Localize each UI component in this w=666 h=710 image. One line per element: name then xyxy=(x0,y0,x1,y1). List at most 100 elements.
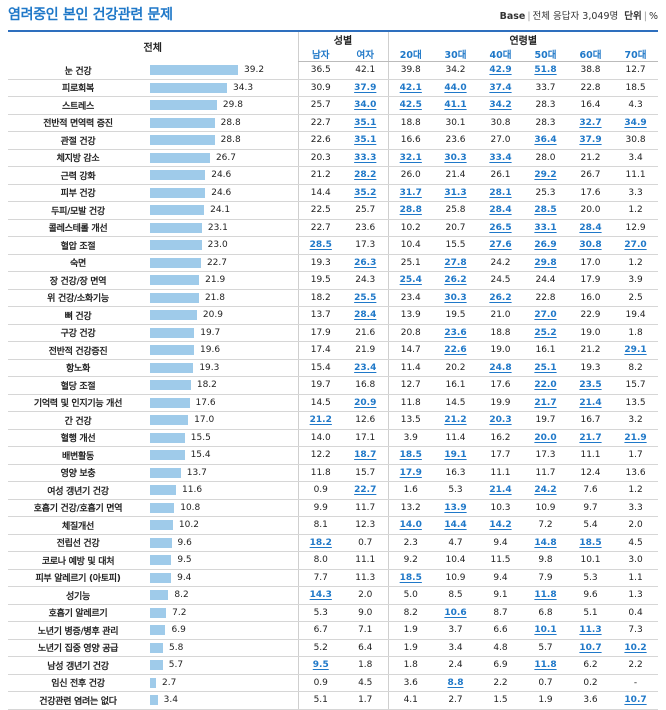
row-label: 체질개선 xyxy=(8,516,148,535)
cell-value: 14.7 xyxy=(400,345,421,356)
cell-value: 18.5 xyxy=(625,82,646,93)
cell-value: 10.2 xyxy=(400,222,421,233)
value-cell: 14.0 xyxy=(297,429,343,447)
value-cell: 10.2 xyxy=(387,219,433,237)
value-cell: 3.4 xyxy=(613,149,659,167)
value-cell: 22.5 xyxy=(297,201,343,220)
total-value: 28.8 xyxy=(220,135,241,146)
total-bar-cell: 17.6 xyxy=(148,394,298,412)
cell-value: 51.8 xyxy=(534,65,557,76)
total-value: 13.7 xyxy=(186,467,207,478)
total-bar xyxy=(150,502,175,513)
cell-value: 4.3 xyxy=(628,100,643,111)
cell-value: 19.5 xyxy=(310,275,331,286)
value-cell: 17.6 xyxy=(478,376,523,395)
cell-value: 16.4 xyxy=(580,100,601,111)
total-bar xyxy=(150,170,206,181)
value-cell: 0.7 xyxy=(523,674,568,692)
value-cell: 6.9 xyxy=(478,656,523,675)
cell-value: 2.0 xyxy=(628,520,643,531)
cell-value: 1.2 xyxy=(628,205,643,216)
value-cell: 17.9 xyxy=(297,324,343,342)
cell-value: 17.1 xyxy=(355,432,376,443)
value-cell: 10.2 xyxy=(613,639,659,657)
value-cell: 21.9 xyxy=(613,429,659,447)
row-label: 혈당 조절 xyxy=(8,376,148,395)
cell-value: 13.9 xyxy=(400,310,421,321)
cell-value: 5.3 xyxy=(313,607,328,618)
value-cell: 11.8 xyxy=(523,656,568,675)
table-row: 두피/모발 건강 24.1 22.5 25.7 28.8 25.8 28.4 28.5 20.0… xyxy=(8,201,659,220)
value-cell: 33.7 xyxy=(523,79,568,97)
cell-value: 39.8 xyxy=(400,65,421,76)
value-cell: 16.2 xyxy=(478,429,523,447)
value-cell: 25.1 xyxy=(387,254,433,272)
cell-value: 8.2 xyxy=(628,362,643,373)
total-bar xyxy=(150,275,200,286)
cell-value: 5.1 xyxy=(313,695,328,706)
value-cell: 3.2 xyxy=(613,411,659,430)
value-cell: 36.5 xyxy=(297,61,343,80)
cell-value: 11.3 xyxy=(579,625,602,636)
cell-value: 18.8 xyxy=(490,327,511,338)
total-bar-cell: 19.7 xyxy=(148,324,298,342)
value-cell: 8.2 xyxy=(387,604,433,622)
value-cell: 19.5 xyxy=(433,306,478,325)
cell-value: 35.1 xyxy=(354,117,377,128)
value-cell: 28.4 xyxy=(343,306,388,325)
value-cell: 26.2 xyxy=(478,289,523,307)
cell-value: 32.1 xyxy=(399,152,422,163)
cell-value: 11.4 xyxy=(400,362,421,373)
value-cell: 17.0 xyxy=(568,254,613,272)
cell-value: 3.3 xyxy=(628,187,643,198)
row-label: 뼈 건강 xyxy=(8,306,148,325)
value-cell: 28.3 xyxy=(523,114,568,132)
value-cell: 34.9 xyxy=(613,114,659,132)
value-cell: 9.4 xyxy=(478,534,523,552)
cell-value: 16.8 xyxy=(355,380,376,391)
row-label: 혈압 조절 xyxy=(8,236,148,255)
value-cell: 23.5 xyxy=(568,376,613,395)
cell-value: 30.3 xyxy=(444,152,467,163)
cell-value: 14.5 xyxy=(445,397,466,408)
value-cell: 25.5 xyxy=(343,289,388,307)
header-col: 20대 xyxy=(387,47,433,62)
row-label: 건강관련 염려는 없다 xyxy=(8,691,148,710)
value-cell: 21.2 xyxy=(297,411,343,430)
cell-value: 38.8 xyxy=(580,65,601,76)
cell-value: 29.8 xyxy=(534,257,557,268)
value-cell: 37.9 xyxy=(568,131,613,150)
value-cell: 11.1 xyxy=(478,464,523,482)
value-cell: 3.3 xyxy=(613,184,659,202)
cell-value: 11.1 xyxy=(355,555,376,566)
total-bar xyxy=(150,345,194,356)
cell-value: 6.2 xyxy=(583,660,598,671)
value-cell: 30.3 xyxy=(433,289,478,307)
total-bar-cell: 28.8 xyxy=(148,131,298,150)
value-cell: 19.7 xyxy=(297,376,343,395)
header-col: 60대 xyxy=(568,47,613,62)
value-cell: 34.2 xyxy=(478,96,523,115)
value-cell: 11.8 xyxy=(523,586,568,605)
value-cell: 27.0 xyxy=(613,236,659,255)
cell-value: 21.4 xyxy=(489,485,512,496)
total-value: 28.8 xyxy=(220,117,241,128)
value-cell: 6.8 xyxy=(523,604,568,622)
header-col: 30대 xyxy=(433,47,478,62)
value-cell: 17.4 xyxy=(297,341,343,360)
value-cell: 20.3 xyxy=(478,411,523,430)
value-cell: 25.7 xyxy=(343,201,388,220)
total-value: 29.8 xyxy=(222,100,243,111)
total-bar xyxy=(150,607,167,618)
value-cell: 2.2 xyxy=(478,674,523,692)
value-cell: 33.1 xyxy=(523,219,568,237)
value-cell: 5.4 xyxy=(568,516,613,535)
cell-value: 34.0 xyxy=(354,100,377,111)
value-cell: 1.9 xyxy=(387,621,433,640)
value-cell: 19.1 xyxy=(433,446,478,465)
table-row: 숙면 22.7 19.3 26.3 25.1 27.8 24.2 29.8 17.0 1.2 xyxy=(8,254,659,272)
table-row: 영양 보충 13.7 11.8 15.7 17.9 16.3 11.1 11.7 12.4 13.… xyxy=(8,464,659,482)
cell-value: 11.8 xyxy=(400,397,421,408)
table-row: 피부 알레르기 (아토피) 9.4 7.7 11.3 18.5 10.9 9.4 7.9 5.3… xyxy=(8,569,659,587)
cell-value: 19.3 xyxy=(580,362,601,373)
